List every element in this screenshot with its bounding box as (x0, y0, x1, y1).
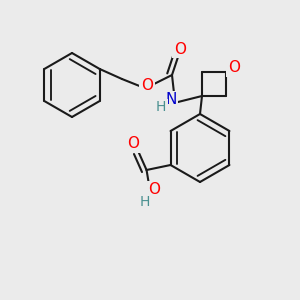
Text: O: O (128, 136, 140, 152)
Text: O: O (228, 61, 240, 76)
Text: H: H (140, 195, 150, 209)
Text: O: O (174, 41, 186, 56)
Text: O: O (141, 77, 153, 92)
Text: N: N (165, 92, 177, 107)
Text: H: H (156, 100, 166, 114)
Text: O: O (148, 182, 160, 197)
